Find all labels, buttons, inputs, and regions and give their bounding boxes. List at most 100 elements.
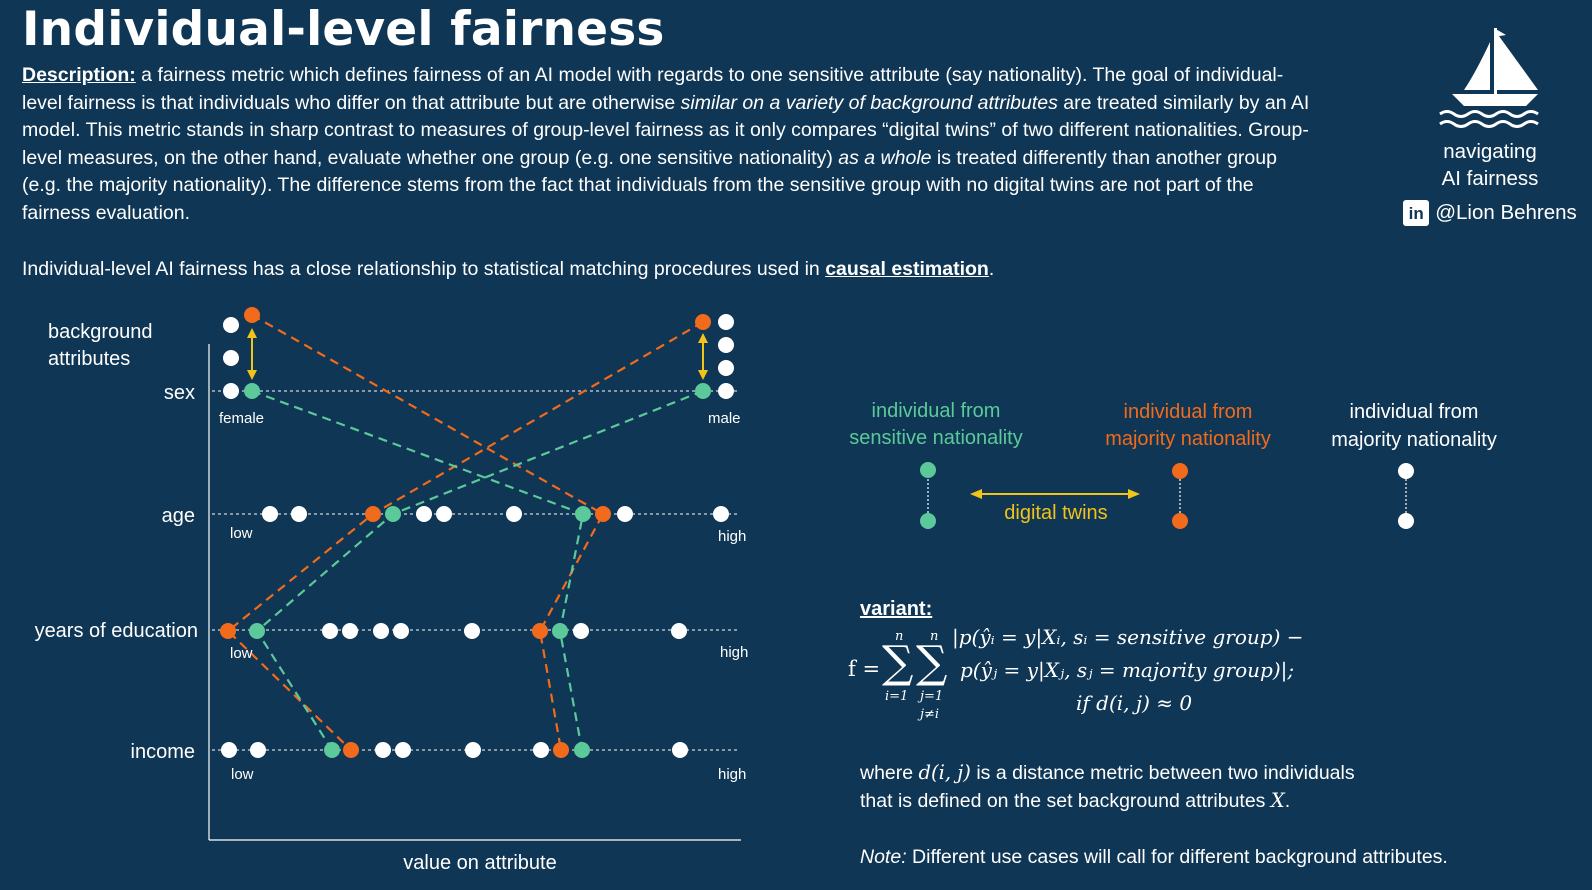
description-text-3: is treated differently than another grou… <box>22 146 1277 224</box>
formula: f = n ∑ i=1 n ∑ j=1 j≠i |p(ŷᵢ = y|Xᵢ, sᵢ… <box>848 625 1580 735</box>
twin-arrow-male-head-bottom <box>698 370 708 380</box>
formula-line2: p(ŷⱼ = y|Xⱼ, sⱼ = majority group)|; <box>960 658 1295 682</box>
diagram-header-line2: attributes <box>48 348 130 370</box>
individual-dot <box>573 623 589 639</box>
legend-other-dot-top <box>1398 463 1414 479</box>
digital-twins-arrow-left-head <box>970 489 982 499</box>
sex-high-label: male <box>708 410 741 427</box>
brand-tagline-1: navigating <box>1443 140 1537 163</box>
legend-sensitive-line2: sensitive nationality <box>850 427 1023 449</box>
individual-dot <box>552 623 568 639</box>
description-text-2: are treated similarly by an AI model. Th… <box>22 91 1310 169</box>
handle-text: @Lion Behrens <box>1435 201 1577 224</box>
description-emphasis-2: as a whole <box>838 146 932 169</box>
twin-arrow-female-head-top <box>247 328 257 338</box>
individual-dot <box>373 623 389 639</box>
individual-dot <box>244 307 260 323</box>
causal-estimation-link[interactable]: causal estimation <box>825 258 989 280</box>
causal-note-text: Individual-level AI fairness has a close… <box>22 258 826 280</box>
individual-dot <box>291 506 307 522</box>
note-label: Note: <box>860 846 907 868</box>
linkedin-handle[interactable]: in @Lion Behrens <box>1400 200 1580 226</box>
sex-low-label: female <box>219 410 264 427</box>
legend-sensitive-dot-bottom <box>920 513 936 529</box>
individual-dot <box>385 506 401 522</box>
individual-dot <box>221 742 237 758</box>
digital-twins-label: digital twins <box>1004 502 1107 524</box>
individual-dot <box>575 506 591 522</box>
individual-dot <box>249 623 265 639</box>
individual-dot <box>342 623 358 639</box>
description: Description: a fairness metric which def… <box>22 62 1312 227</box>
distance-explanation: where d(i, j) is a distance metric betwe… <box>860 759 1580 815</box>
income-high-label: high <box>718 766 746 783</box>
twin-arrow-male-head-top <box>698 333 708 343</box>
attribute-diagram: background attributes sex age years of e… <box>35 307 748 874</box>
sailboat-logo-icon <box>1439 28 1539 128</box>
individual-dot <box>465 742 481 758</box>
individual-dot <box>718 337 734 353</box>
twin-arrow-female-head-bottom <box>247 370 257 380</box>
row-label-income: income <box>131 741 195 763</box>
individual-dot <box>244 383 260 399</box>
where-d: d(i, j) <box>918 761 971 784</box>
where-b: is a distance metric between two individ… <box>970 762 1355 784</box>
legend-sensitive-dot-top <box>920 462 936 478</box>
individual-dot <box>365 506 381 522</box>
individual-dot <box>713 506 729 522</box>
legend-majority-line1: individual from <box>1124 401 1253 423</box>
individual-dot <box>718 383 734 399</box>
individual-dot <box>262 506 278 522</box>
causal-note: Individual-level AI fairness has a close… <box>22 256 994 283</box>
formula-line1: |p(ŷᵢ = y|Xᵢ, sᵢ = sensitive group) − <box>952 625 1304 649</box>
brand-tagline-2: AI fairness <box>1441 167 1539 190</box>
legend-majority-line2: majority nationality <box>1105 428 1271 450</box>
note-text: Different use cases will call for differ… <box>906 846 1448 868</box>
row-label-sex: sex <box>164 382 195 404</box>
individual-dot <box>223 350 239 366</box>
note: Note: Different use cases will call for … <box>860 844 1580 870</box>
legend-other-dot-bottom <box>1398 513 1414 529</box>
where-c: that is defined on the set background at… <box>860 790 1271 812</box>
formula-lhs: f = <box>848 657 881 681</box>
individual-dot <box>464 623 480 639</box>
individual-dot <box>506 506 522 522</box>
individual-dot <box>223 383 239 399</box>
individual-dot <box>220 623 236 639</box>
legend-other-line2: majority nationality <box>1331 429 1497 451</box>
sensitive-path-left <box>251 389 585 751</box>
sum-i-bottom: i=1 <box>885 689 909 704</box>
variant-heading: variant: <box>860 598 933 620</box>
individual-dot <box>343 742 359 758</box>
row-label-education: years of education <box>35 620 198 642</box>
individual-dot <box>672 742 688 758</box>
sum-j-symbol: ∑ <box>916 637 948 688</box>
sensitive-path-right <box>255 389 704 751</box>
individual-dot <box>223 317 239 333</box>
sum-i-top: n <box>895 629 904 644</box>
x-axis-label: value on attribute <box>403 852 556 874</box>
age-low-label: low <box>230 525 253 542</box>
digital-twins-arrow-right-head <box>1128 489 1140 499</box>
individual-dot <box>395 742 411 758</box>
legend-sensitive-line1: individual from <box>872 400 1001 422</box>
individual-dot <box>324 742 340 758</box>
age-high-label: high <box>718 528 746 545</box>
legend-other-line1: individual from <box>1350 401 1479 423</box>
formula-block: variant: f = n ∑ i=1 n ∑ j=1 j≠i |p(ŷᵢ =… <box>848 598 1580 735</box>
diagram-header-line1: background <box>48 321 153 343</box>
individual-dot <box>671 623 687 639</box>
individual-dot <box>695 383 711 399</box>
individual-dot <box>553 742 569 758</box>
individual-dot <box>574 742 590 758</box>
individual-dot <box>436 506 452 522</box>
education-high-label: high <box>720 644 748 661</box>
majority-path-right <box>226 321 704 751</box>
legend-majority-dot-bottom <box>1172 513 1188 529</box>
sum-j-bottom: j=1 <box>920 689 944 704</box>
row-label-age: age <box>162 505 195 527</box>
individual-dot <box>695 314 711 330</box>
formula-line3: if d(i, j) ≈ 0 <box>1076 691 1193 715</box>
legend: individual from sensitive nationality in… <box>850 400 1497 529</box>
individual-dot <box>250 742 266 758</box>
